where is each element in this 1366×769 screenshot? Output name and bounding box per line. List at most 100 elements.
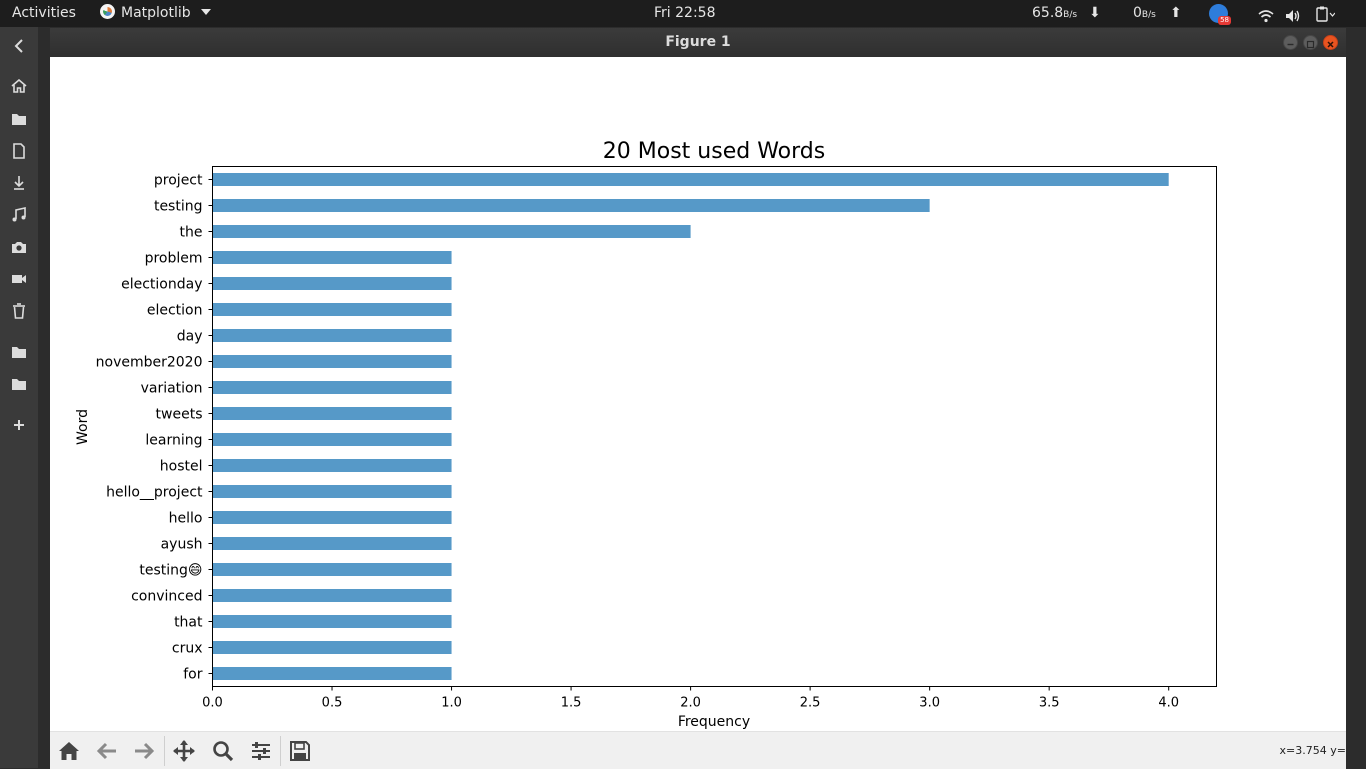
folder-icon[interactable] [9,109,29,129]
app-name: Matplotlib [121,5,191,21]
bar [212,277,452,290]
bar [212,589,452,602]
x-tick-label: 0.0 [202,696,223,711]
bar [212,303,452,316]
arrow-up-icon: ⬆ [1170,5,1182,21]
y-tick-label: problem [145,251,203,267]
music-icon[interactable] [9,205,29,225]
bar [212,199,930,212]
y-tick-label: project [154,173,203,189]
folder-icon[interactable] [9,342,29,362]
wifi-icon[interactable] [1258,6,1274,23]
net-down-speed: 65.8B/s [1032,0,1077,27]
bar [212,407,452,420]
cursor-coordinates: x=3.754 y= [1279,744,1346,757]
net-down-value: 65.8 [1032,5,1064,21]
x-tick-label: 2.5 [800,696,821,711]
home-button[interactable] [56,738,82,764]
y-tick-label: testing [154,199,203,215]
pan-icon [173,740,195,762]
x-axis-label: Frequency [678,714,750,730]
bar [212,485,452,498]
dock [0,27,38,768]
figure-canvas[interactable]: 20 Most used Words project testing the prob… [50,57,1346,731]
home-icon[interactable] [9,76,29,96]
close-button[interactable] [1323,35,1338,50]
home-icon [59,742,79,760]
zoom-button[interactable] [210,738,236,764]
minimize-button[interactable] [1283,35,1298,50]
toolbar-separator [280,736,281,766]
document-icon[interactable] [9,141,29,161]
y-tick-label: for [183,667,202,683]
y-tick-label: tweets [156,407,203,423]
chart-title: 20 Most used Words [603,139,825,164]
net-up-speed: 0B/s [1133,0,1156,27]
forward-button[interactable] [131,738,157,764]
bar [212,615,452,628]
save-icon [290,741,310,761]
chevron-down-icon [201,9,212,15]
window-title: Figure 1 [665,34,731,50]
back-chevron-icon[interactable] [9,36,29,56]
configure-subplots-button[interactable] [248,738,274,764]
bar [212,641,452,654]
y-tick-label: hello [169,511,203,527]
y-tick-label: learning [145,433,202,449]
net-down-unit: B/s [1063,10,1078,20]
y-tick-label: convinced [131,589,202,605]
bar-chart: 20 Most used Words project testing the prob… [75,139,1217,730]
bar [212,173,1169,186]
folder-icon[interactable] [9,374,29,394]
bar [212,511,452,524]
back-arrow-icon [96,742,116,760]
system-menu-icon[interactable] [1315,5,1336,23]
y-tick-label: the [180,225,203,241]
trash-icon[interactable] [9,301,29,321]
app-menu[interactable]: Matplotlib [100,0,212,27]
maximize-icon [1306,40,1315,49]
x-tick-label: 0.5 [322,696,343,711]
notification-app-icon[interactable]: 58 [1209,4,1231,25]
bar [212,537,452,550]
net-up-unit: B/s [1141,10,1156,20]
x-tick-label: 1.0 [441,696,462,711]
bar [212,381,452,394]
volume-icon[interactable] [1285,6,1301,22]
bar [212,563,452,576]
bar [212,251,452,264]
title-bar[interactable]: Figure 1 [50,28,1346,57]
camera-icon[interactable] [9,237,29,257]
save-button[interactable] [287,738,313,764]
matplotlib-logo-icon [100,4,115,19]
activities-button[interactable]: Activities [12,5,76,21]
download-icon[interactable] [9,173,29,193]
forward-arrow-icon [135,742,155,760]
y-tick-label: day [177,329,203,345]
y-tick-label: crux [172,641,203,657]
video-icon[interactable] [9,269,29,289]
plot-frame [212,166,1217,687]
x-tick-label: 3.0 [919,696,940,711]
minimize-icon [1287,43,1294,46]
configure-icon [252,742,270,760]
back-button[interactable] [94,738,120,764]
bar [212,225,691,238]
bar [212,355,452,368]
x-tick-label: 3.5 [1039,696,1060,711]
toolbar-separator [164,736,165,766]
bar [212,433,452,446]
y-tick-label: testing😄 [139,563,202,579]
bar [212,667,452,680]
plus-icon[interactable] [9,415,29,435]
bar [212,459,452,472]
clock[interactable]: Fri 22:58 [654,5,716,21]
y-tick-label: variation [141,381,203,397]
y-tick-label: election [147,303,203,319]
figure-window: Figure 1 20 Most used Words project testi… [50,28,1346,769]
maximize-button[interactable] [1303,35,1318,50]
pan-button[interactable] [171,738,197,764]
x-tick-label: 1.5 [561,696,582,711]
zoom-icon [213,741,234,762]
y-tick-label: that [174,615,203,631]
